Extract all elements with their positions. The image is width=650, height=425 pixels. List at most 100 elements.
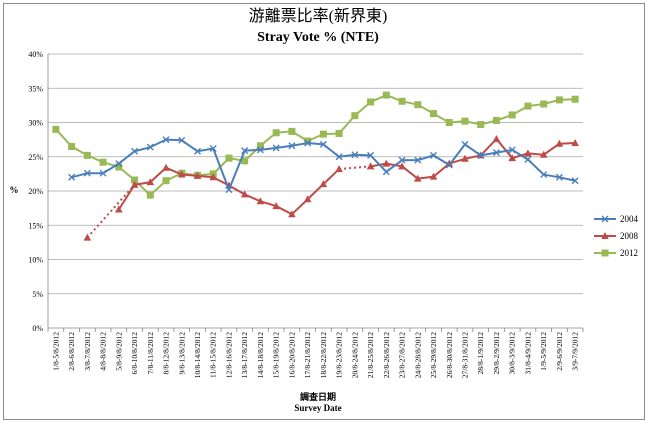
data-point <box>461 140 469 148</box>
x-tick-label: 15/8-19/8/2012 <box>272 332 281 378</box>
x-tick-label: 8/8-12/8/2012 <box>162 332 171 375</box>
data-point <box>272 129 280 137</box>
legend-entry: 2004 <box>594 214 639 224</box>
data-point <box>477 151 485 159</box>
x-tick-labels: 1/8-5/8/2012 2/8-6/8/2012 3/8-7/8/2012 4/8-… <box>51 332 579 378</box>
series-line-segment <box>181 173 198 177</box>
series-dotted-segment <box>86 184 136 239</box>
legend-marker <box>601 215 609 223</box>
series-line-segment <box>480 151 497 157</box>
x-axis-label-zh: 調查日期 <box>300 391 336 402</box>
y-tick-label: 5% <box>32 290 43 299</box>
x-tick-label: 24/8-28/8/2012 <box>413 332 422 378</box>
data-point <box>445 119 453 126</box>
data-point <box>240 190 249 198</box>
data-point <box>241 147 249 155</box>
data-point <box>99 169 107 177</box>
series-line-segment <box>417 154 434 162</box>
series-2012 <box>52 91 579 199</box>
data-point <box>508 146 516 154</box>
series-line-segment <box>260 200 277 208</box>
data-point <box>335 165 343 173</box>
data-point <box>492 149 500 157</box>
legend-marker <box>601 232 609 239</box>
data-point <box>256 142 264 150</box>
data-point <box>508 154 516 162</box>
data-point <box>241 157 249 165</box>
data-point <box>398 156 406 164</box>
x-tick-label: 1/9-5/9/2012 <box>539 332 548 371</box>
series-line-segment <box>71 172 88 179</box>
chart-subtitle: Stray Vote % (NTE) <box>257 30 379 45</box>
series-line-segment <box>543 173 560 179</box>
data-point <box>524 155 532 163</box>
data-point <box>414 156 422 164</box>
data-point <box>162 177 170 185</box>
y-tick-label: 20% <box>28 187 43 196</box>
data-point <box>146 191 154 199</box>
series-line-segment <box>338 153 355 158</box>
data-point <box>382 159 391 167</box>
data-point <box>398 162 406 170</box>
data-point <box>335 153 343 161</box>
data-point <box>508 111 516 119</box>
x-tick-label: 6/8-10/8/2012 <box>130 332 139 375</box>
data-point <box>288 142 296 150</box>
x-tick-label: 7/8-11/8/2012 <box>146 332 155 374</box>
x-tick-label: 12/8-16/8/2012 <box>224 332 233 378</box>
series-line-segment <box>197 174 214 179</box>
data-point <box>256 146 264 154</box>
series-line-segment <box>559 176 576 182</box>
x-tick-label: 22/8-26/8/2012 <box>382 332 391 378</box>
data-point <box>524 149 532 157</box>
data-point <box>351 112 359 120</box>
data-point <box>272 144 280 152</box>
x-tick-label: 30/8-3/9/2012 <box>508 332 517 375</box>
data-point <box>209 173 218 181</box>
data-point <box>225 154 233 162</box>
series-line-segment <box>134 181 151 186</box>
data-point <box>571 177 579 185</box>
y-tick-label: 10% <box>28 256 43 265</box>
x-tick-label: 10/8-14/8/2012 <box>193 332 202 378</box>
series-line-segment <box>276 144 293 149</box>
y-axis-label: % <box>10 185 19 195</box>
data-point <box>177 170 186 178</box>
series-line-segment <box>244 148 261 152</box>
x-tick-label: 16/8-20/8/2012 <box>287 332 296 378</box>
data-point <box>524 102 532 110</box>
data-point <box>319 130 327 138</box>
data-point <box>319 180 328 188</box>
x-tick-label: 3/8-7/8/2012 <box>83 332 92 371</box>
plot-area <box>52 91 579 241</box>
data-point <box>430 151 438 159</box>
series-line-segment <box>495 138 513 159</box>
data-point <box>225 186 233 194</box>
data-point <box>193 147 201 155</box>
series-line-segment <box>260 146 277 151</box>
legend: 2004 2008 2012 <box>594 214 639 258</box>
data-point <box>429 172 438 180</box>
legend-label: 2004 <box>620 214 639 224</box>
x-axis-label-en: Survey Date <box>294 403 341 413</box>
x-tick-label: 3/9-7/9/2012 <box>571 332 580 371</box>
data-point <box>272 202 280 210</box>
chart-title: 游離票比率(新界東) <box>249 7 388 25</box>
data-point <box>555 96 563 104</box>
x-tick-label: 18/8-22/8/2012 <box>319 332 328 378</box>
data-point <box>193 171 202 179</box>
x-tick-label: 21/8-25/8/2012 <box>366 332 375 378</box>
data-point <box>256 197 265 205</box>
data-point <box>115 205 123 213</box>
series-line-segment <box>165 138 182 142</box>
y-tick-label: 25% <box>28 153 43 162</box>
chart-frame <box>3 3 645 420</box>
data-point <box>304 137 312 145</box>
legend-label: 2012 <box>620 248 638 258</box>
y-tick-label: 30% <box>28 119 43 128</box>
x-tick-label: 27/8-31/8/2012 <box>460 332 469 378</box>
data-point <box>162 163 170 171</box>
legend-marker <box>601 249 609 257</box>
series-line-segment <box>559 142 576 145</box>
data-point <box>367 98 375 106</box>
